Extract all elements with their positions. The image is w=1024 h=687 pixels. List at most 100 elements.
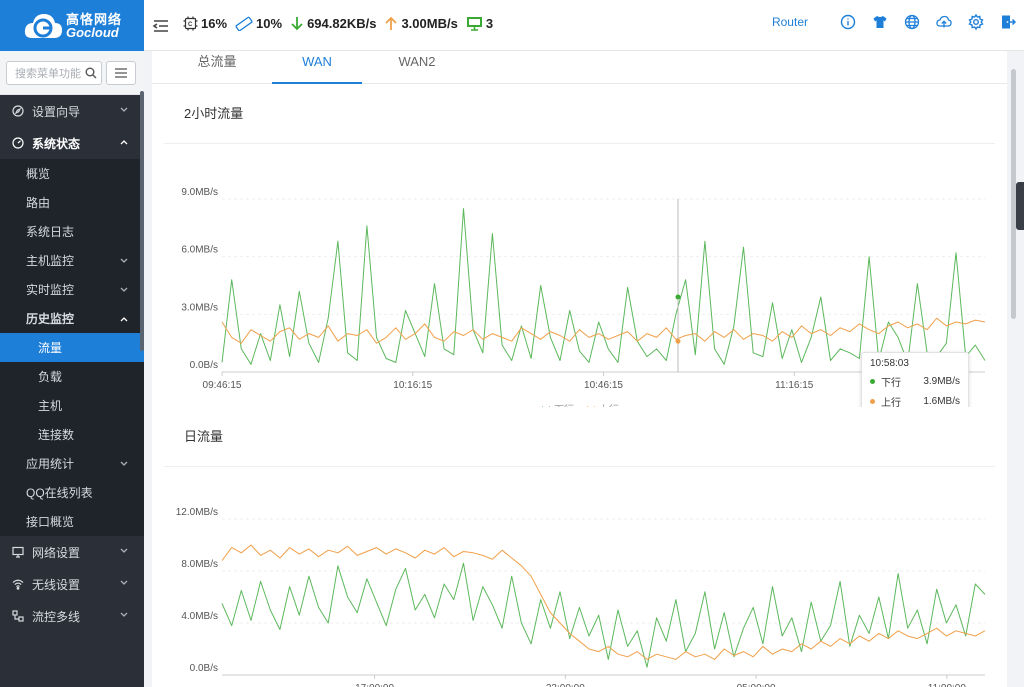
flow-control-icon [12, 610, 24, 622]
memory-icon [235, 16, 253, 31]
devices-count: 3 [485, 16, 494, 31]
router-link[interactable]: Router [771, 15, 808, 29]
series-line-up [221, 317, 986, 344]
sidebar: 搜索菜单功能 设置向导 系统状态 概览 路由 系统日志 主机监控 实时监控 历史… [0, 51, 144, 687]
sidebar-item-host-monitor[interactable]: 主机监控 [0, 246, 144, 275]
sidebar-item-system-status[interactable]: 系统状态 [0, 127, 144, 159]
sidebar-item-flow-control[interactable]: 流控多线 [0, 600, 144, 632]
chevron-down-icon [120, 258, 128, 263]
x-tick-label: 11:00:00 [928, 683, 967, 687]
x-tick-label: 17:00:00 [355, 683, 394, 687]
page-scrollbar[interactable] [1007, 51, 1024, 687]
shirt-icon[interactable] [872, 14, 888, 30]
tooltip-row-down: 下行 3.9MB/s [870, 374, 960, 389]
tooltip-row-up: 上行 1.6MB/s [870, 394, 960, 409]
sidebar-item-setup-wizard[interactable]: 设置向导 [0, 95, 144, 127]
search-placeholder: 搜索菜单功能 [15, 67, 81, 80]
menu-search-input[interactable]: 搜索菜单功能 [6, 60, 102, 85]
monitor-icon [466, 17, 482, 31]
sidebar-item-label: 概览 [26, 167, 51, 181]
chevron-down-icon [120, 612, 128, 617]
two-hour-chart-svg: 0.0B/s 3.0MB/s 6.0MB/s 9.0MB/s 09:46:15 10:16… [181, 187, 986, 416]
two-hour-chart[interactable]: 0.0B/s 3.0MB/s 6.0MB/s 9.0MB/s 09:46:15 10:16… [164, 144, 995, 420]
sidebar-item-overview[interactable]: 概览 [0, 159, 144, 188]
arrow-up-icon [385, 16, 398, 30]
logo-en: Gocloud [66, 24, 119, 40]
x-tick-label: 11:16:15 [775, 380, 814, 391]
cpu-value: 16% [201, 16, 228, 31]
tab-wan2[interactable]: WAN2 [398, 54, 436, 69]
menu-collapse-icon[interactable] [152, 17, 170, 35]
sidebar-item-label: 负载 [38, 370, 63, 384]
wifi-icon [12, 579, 24, 590]
legend-dot-icon [870, 379, 875, 384]
svg-text:C: C [188, 22, 193, 28]
tooltip-down-label: 下行 [881, 378, 901, 389]
sidebar-item-system-log[interactable]: 系统日志 [0, 217, 144, 246]
cloud-upload-icon[interactable] [936, 14, 952, 30]
hamburger-icon [115, 67, 127, 78]
logo[interactable]: 高恪网络 Gocloud [0, 0, 144, 51]
tooltip-up-label: 上行 [881, 398, 901, 409]
page-scrollbar-thumb[interactable] [1011, 69, 1016, 319]
gear-icon[interactable] [968, 14, 984, 30]
history-monitor-submenu: 流量 负载 主机 连接数 [0, 333, 144, 449]
sidebar-item-network-settings[interactable]: 网络设置 [0, 536, 144, 568]
sidebar-search-row: 搜索菜单功能 [0, 51, 144, 95]
sidebar-item-traffic[interactable]: 流量 [0, 333, 144, 362]
y-tick-label: 6.0MB/s [181, 245, 218, 256]
download-stat: 694.82KB/s [290, 16, 376, 31]
main-content: 总流量 WAN WAN2 2小时流量 0.0B/s 3.0MB/s 6.0MB/s 9… [152, 51, 1007, 687]
top-right-actions: Router [772, 14, 1016, 30]
section-title: 日流量 [164, 407, 995, 467]
dashboard-icon [12, 137, 24, 149]
top-bar: 高恪网络 Gocloud C 16% 10% 694.82KB/s 3.00MB… [0, 0, 1024, 51]
sidebar-item-wireless-settings[interactable]: 无线设置 [0, 568, 144, 600]
hover-point-down [675, 294, 681, 300]
sidebar-item-history-monitor[interactable]: 历史监控 [0, 304, 144, 333]
chevron-down-icon [120, 548, 128, 553]
sidebar-item-realtime-monitor[interactable]: 实时监控 [0, 275, 144, 304]
sidebar-item-label: QQ在线列表 [26, 486, 93, 500]
sidebar-scrollbar[interactable] [140, 91, 144, 351]
sidebar-item-host[interactable]: 主机 [0, 391, 144, 420]
info-icon[interactable] [840, 14, 856, 30]
tab-total-traffic[interactable]: 总流量 [197, 54, 237, 69]
sidebar-item-interface-overview[interactable]: 接口概览 [0, 507, 144, 536]
sidebar-item-qq-online[interactable]: QQ在线列表 [0, 478, 144, 507]
sidebar-item-app-stats[interactable]: 应用统计 [0, 449, 144, 478]
chevron-up-icon [120, 140, 128, 145]
tooltip-up-value: 1.6MB/s [923, 396, 960, 407]
daily-traffic-panel: 日流量 0.0B/s 4.0MB/s 8.0MB/s 12.0MB/s 17:00:00… [164, 407, 995, 687]
compass-icon [12, 105, 24, 117]
side-widget-handle[interactable] [1016, 182, 1024, 230]
menu-list-button[interactable] [106, 60, 136, 85]
upload-stat: 3.00MB/s [384, 16, 458, 31]
logout-icon[interactable] [1000, 14, 1016, 30]
devices-stat: 3 [466, 16, 493, 31]
x-tick-label: 05:00:00 [737, 683, 776, 687]
globe-icon[interactable] [904, 14, 920, 30]
y-tick-label: 0.0B/s [190, 360, 218, 371]
gocloud-logo-icon [22, 8, 64, 44]
legend-dot-icon [870, 399, 875, 404]
chevron-down-icon [120, 461, 128, 466]
series-line-down [221, 562, 986, 668]
tab-wan[interactable]: WAN [272, 51, 362, 84]
sidebar-item-route[interactable]: 路由 [0, 188, 144, 217]
sidebar-item-label: 网络设置 [32, 545, 81, 560]
system-status-submenu: 概览 路由 系统日志 主机监控 实时监控 历史监控 流量 负载 主机 连接数 应… [0, 159, 144, 536]
y-tick-label: 4.0MB/s [181, 611, 218, 622]
daily-chart[interactable]: 0.0B/s 4.0MB/s 8.0MB/s 12.0MB/s 17:00:00 23:0… [164, 467, 995, 687]
tooltip-time: 10:58:03 [870, 358, 909, 369]
sidebar-item-label: 路由 [26, 196, 51, 210]
search-icon[interactable] [85, 67, 97, 79]
y-tick-label: 9.0MB/s [181, 187, 218, 198]
x-tick-label: 10:46:15 [584, 380, 623, 391]
sidebar-item-connections[interactable]: 连接数 [0, 420, 144, 449]
memory-stat: 10% [235, 16, 282, 31]
cpu-stat: C 16% [183, 16, 227, 31]
sidebar-item-load[interactable]: 负载 [0, 362, 144, 391]
tooltip-down-value: 3.9MB/s [923, 376, 960, 387]
monitor-icon [12, 546, 24, 558]
